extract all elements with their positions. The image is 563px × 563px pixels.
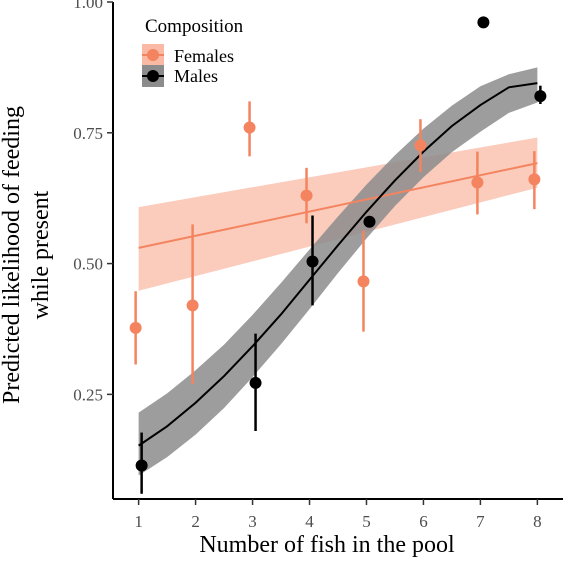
x-axis-title: Number of fish in the pool — [199, 532, 455, 558]
point-females-2 — [186, 299, 199, 312]
point-males-7 — [477, 16, 490, 29]
y-axis-title-line-2: while present — [28, 190, 54, 319]
y-axis-title: Predicted likelihood of feeding while pr… — [0, 106, 54, 404]
x-axis-ticks: 1 2 3 4 5 6 7 8 — [134, 499, 542, 531]
point-females-7 — [471, 176, 484, 189]
point-males-4 — [306, 255, 319, 268]
fit-line-males — [138, 82, 538, 447]
point-males-8 — [534, 90, 547, 103]
y-tick-label-2: 0.75 — [73, 124, 103, 143]
x-tick-label-4: 4 — [305, 512, 314, 531]
point-males-3 — [249, 376, 262, 389]
confidence-band-females — [138, 137, 538, 291]
y-tick-label-1: 0.50 — [73, 255, 103, 274]
x-tick-label-3: 3 — [248, 512, 257, 531]
x-tick-label-7: 7 — [476, 512, 485, 531]
point-females-4 — [300, 189, 313, 202]
data-points — [129, 16, 547, 472]
confidence-bands — [138, 67, 538, 476]
point-males-1 — [135, 459, 148, 472]
legend-title: Composition — [145, 16, 244, 37]
legend-key-males — [142, 65, 164, 87]
point-females-1 — [129, 321, 142, 334]
y-axis-title-line-1: Predicted likelihood of feeding — [0, 106, 25, 404]
x-tick-label-8: 8 — [533, 512, 542, 531]
x-tick-label-2: 2 — [191, 512, 200, 531]
fit-line-females — [138, 162, 538, 249]
legend-key-males-dot — [147, 70, 159, 82]
legend-label-males: Males — [174, 66, 218, 86]
point-females-8 — [528, 173, 541, 186]
x-tick-label-6: 6 — [419, 512, 428, 531]
point-females-6 — [414, 139, 427, 152]
point-females-5 — [357, 275, 370, 288]
y-axis-ticks: 0.25 0.50 0.75 1.00 — [73, 0, 113, 404]
legend: Composition Females Males — [142, 16, 244, 87]
point-males-5 — [363, 215, 376, 228]
confidence-band-males — [138, 67, 538, 476]
x-tick-label-5: 5 — [362, 512, 371, 531]
legend-label-females: Females — [174, 46, 234, 66]
legend-key-females — [142, 44, 164, 66]
y-tick-label-3: 1.00 — [73, 0, 103, 12]
fit-lines — [138, 82, 538, 447]
legend-key-females-dot — [147, 49, 159, 61]
point-females-3 — [243, 121, 256, 134]
x-tick-label-1: 1 — [134, 512, 143, 531]
y-tick-label-0: 0.25 — [73, 385, 103, 404]
